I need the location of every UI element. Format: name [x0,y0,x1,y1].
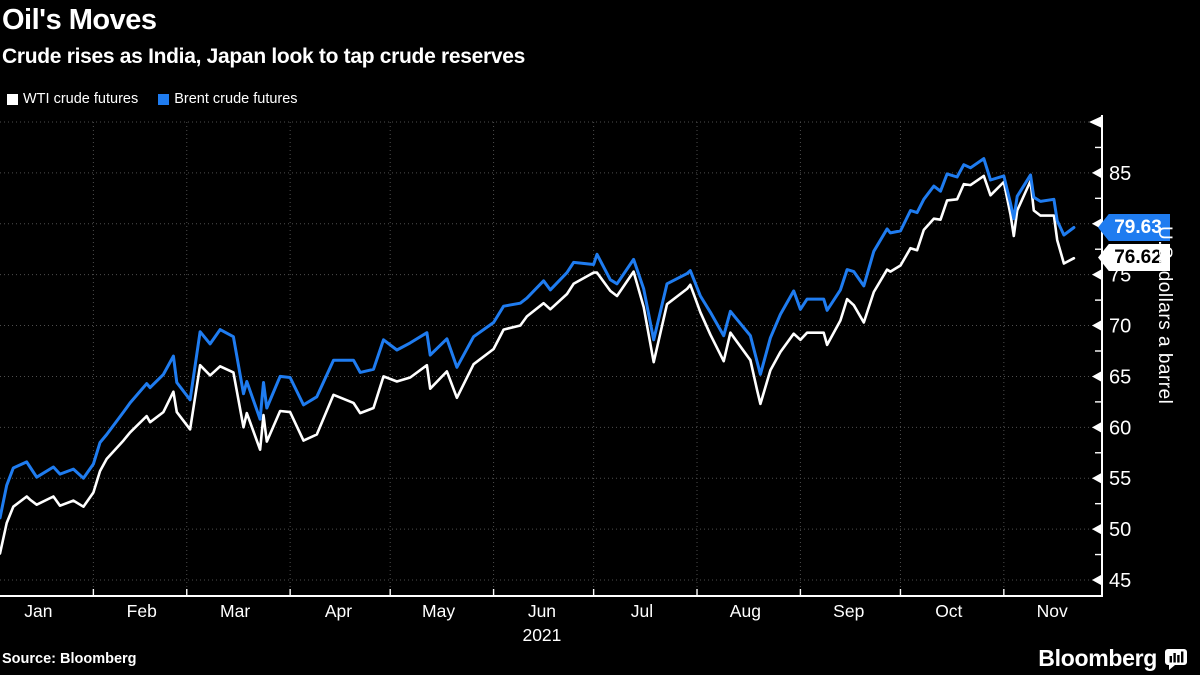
y-axis-major-tick [1092,218,1101,229]
y-axis-tick-label: 45 [1109,570,1131,592]
x-axis-month-label: Oct [935,601,962,621]
y-axis-top-arrow-icon [1089,115,1102,128]
page-title: Oil's Moves [2,4,157,36]
x-axis-month-label: Nov [1037,601,1068,621]
x-axis-year-label: 2021 [522,625,561,645]
y-axis-tick-label: 55 [1109,468,1131,490]
y-axis-major-tick [1092,371,1101,382]
bloomberg-terminal-icon [1165,648,1187,670]
brent-legend-label: Brent crude futures [174,91,298,107]
y-axis-tick-label: 50 [1109,519,1131,541]
y-axis-major-tick [1092,269,1101,280]
x-axis-month-label: Sep [833,601,864,621]
y-axis-tick-label: 60 [1109,417,1131,439]
x-axis-month-label: Feb [127,601,157,621]
wti-legend-swatch-icon [7,93,18,105]
y-axis-title: U.S. dollars a barrel [1154,226,1175,405]
bloomberg-wordmark: Bloomberg [1038,645,1157,671]
y-axis-tick-label: 65 [1109,366,1131,388]
y-axis-major-tick [1092,473,1101,484]
x-axis-month-label: Jan [24,601,52,621]
y-axis-tick-label: 85 [1109,163,1131,185]
bloomberg-logo: Bloomberg [1038,645,1188,672]
wti-price-flag: 76.62 [1098,244,1170,271]
wti-series-line [0,174,1076,555]
chart-subtitle: Crude rises as India, Japan look to tap … [2,45,526,68]
x-axis-month-label: Jul [631,601,653,621]
y-axis-tick-label: 70 [1109,316,1131,338]
x-axis-month-label: Apr [325,601,352,621]
y-axis-major-tick [1092,320,1101,331]
brent-series-line [0,157,1076,520]
x-axis-month-label: May [422,601,455,621]
y-axis-major-tick [1092,422,1101,433]
x-axis-month-label: Aug [730,601,761,621]
wti-legend-label: WTI crude futures [23,91,139,107]
x-axis-month-label: Jun [528,601,556,621]
x-axis-month-label: Mar [220,601,250,621]
brent-legend-swatch-icon [158,93,170,105]
y-axis-major-tick [1092,575,1101,585]
legend: WTI crude futures Brent crude futures [7,91,298,107]
y-axis-major-tick [1092,167,1101,178]
legend-item-wti: WTI crude futures [7,91,138,107]
legend-item-brent: Brent crude futures [158,91,298,107]
source-credit: Source: Bloomberg [2,651,137,667]
y-axis-major-tick [1092,524,1101,535]
brent-price-flag: 79.63 [1098,214,1170,241]
